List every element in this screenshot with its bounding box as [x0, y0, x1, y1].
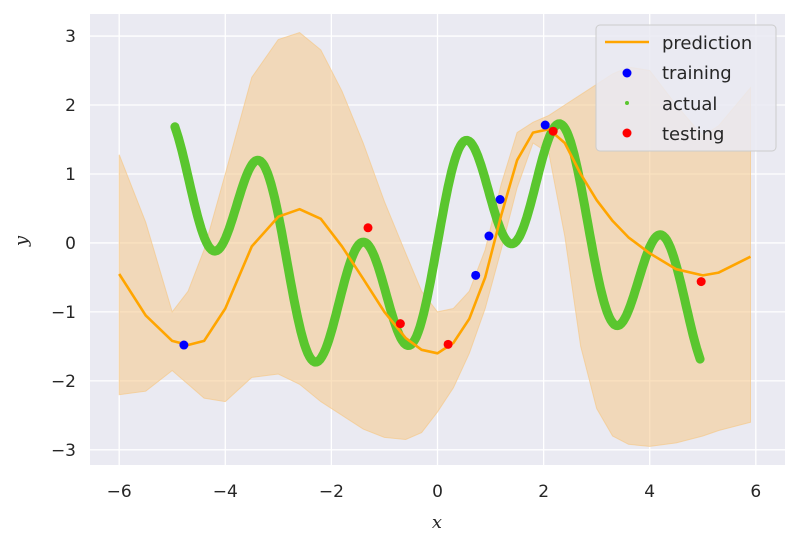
legend-testing-label: testing: [662, 124, 724, 145]
x-tick-label: 4: [644, 482, 655, 502]
training-points: [179, 120, 550, 350]
legend-training-label: training: [662, 63, 732, 84]
y-tick-label: 3: [65, 27, 76, 47]
actual-curve: [170, 119, 705, 367]
legend-actual-swatch: [625, 101, 629, 105]
y-tick-label: 1: [65, 165, 76, 185]
x-tick-label: −4: [213, 482, 238, 502]
uncertainty-band: [118, 32, 751, 447]
legend-training-swatch: [622, 68, 632, 78]
y-tick-label: −2: [51, 372, 76, 392]
training-point: [179, 340, 189, 350]
testing-point: [395, 319, 405, 329]
x-tick-label: 6: [750, 482, 761, 502]
y-axis-label: y: [11, 235, 32, 247]
y-tick-label: −3: [51, 441, 76, 461]
legend-testing-swatch: [622, 128, 632, 138]
x-tick-label: −6: [107, 482, 132, 502]
training-point: [484, 231, 494, 241]
y-tick-label: 2: [65, 96, 76, 116]
legend-prediction-label: prediction: [662, 33, 752, 54]
y-tick-label: −1: [51, 303, 76, 323]
x-tick-label: 2: [538, 482, 549, 502]
y-ticks: −3 −2 −1 0 1 2 3: [51, 27, 76, 461]
testing-point: [696, 277, 706, 287]
testing-point: [363, 223, 373, 233]
testing-point: [443, 339, 453, 349]
x-tick-label: −2: [319, 482, 344, 502]
testing-point: [548, 126, 558, 136]
testing-points: [363, 126, 706, 349]
prediction-line: [118, 127, 752, 355]
legend-actual-label: actual: [662, 94, 717, 115]
legend: prediction training actual testing: [595, 24, 777, 152]
training-point: [540, 120, 550, 130]
x-tick-label: 0: [432, 482, 443, 502]
training-point: [495, 195, 505, 205]
x-ticks: −6 −4 −2 0 2 4 6: [107, 482, 762, 502]
x-axis-label: x: [432, 512, 442, 533]
y-tick-label: 0: [65, 234, 76, 254]
legend-box: [595, 24, 777, 152]
training-point: [471, 270, 481, 280]
